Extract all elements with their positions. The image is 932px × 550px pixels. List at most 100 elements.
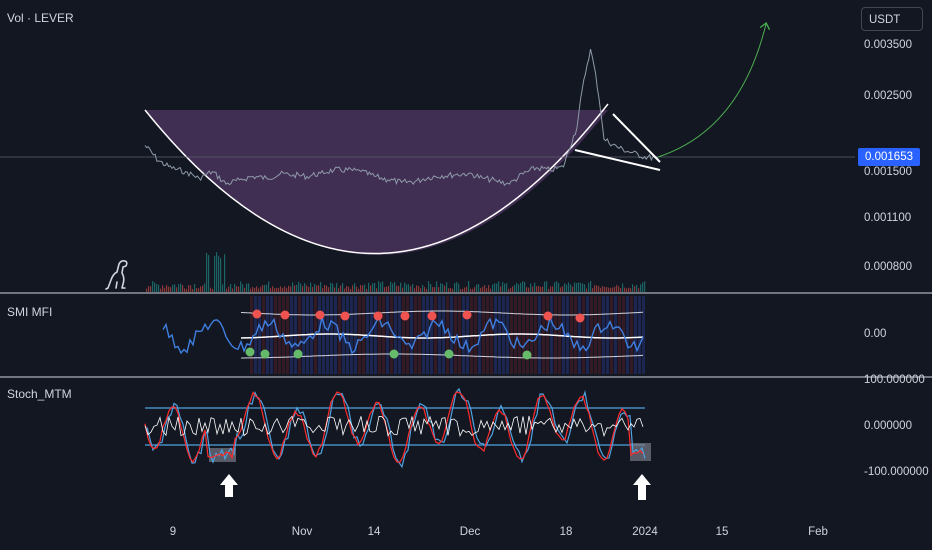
volume-bar [196,288,198,292]
volume-bar [376,288,378,292]
volume-bar [238,286,240,292]
volume-bar [146,288,148,292]
volume-bar [362,285,364,292]
time-axis-label: 15 [715,526,729,538]
volume-bar [332,283,334,292]
volume-bar [508,288,510,292]
price-axis-label: 0.001500 [864,166,912,178]
smi-background-bar [322,296,325,374]
smi-background-bar [374,296,377,374]
volume-bar [420,288,422,292]
smi-background-bar [266,296,269,374]
volume-bar [208,255,210,292]
volume-bar [244,287,246,292]
volume-bar [336,283,338,292]
buy-arrow-icon [633,474,651,500]
smi-signal-dot [389,349,399,359]
volume-bar [246,283,248,292]
volume-bar [230,284,232,292]
smi-background-bar [526,296,529,374]
volume-bar [316,285,318,292]
volume-bar [182,285,184,292]
volume-bar [606,287,608,292]
smi-background-bar [574,296,577,374]
volume-bar [366,288,368,292]
volume-bar [190,285,192,292]
volume-bar [474,287,476,292]
volume-bar [286,288,288,292]
volume-bar [232,288,234,292]
volume-bar [304,283,306,292]
volume-bar [456,282,458,292]
volume-bar [360,285,362,292]
volume-bar [184,288,186,292]
volume-bar [498,281,500,292]
smi-background-bar [618,296,621,374]
volume-bar [576,282,578,292]
volume-bar [476,284,478,292]
smi-background-bar [454,296,457,374]
volume-bar [544,281,546,292]
time-axis-label: Nov [291,526,313,538]
volume-bar [152,281,154,292]
volume-bar [382,281,384,292]
volume-bar [220,258,222,292]
volume-bar [200,286,202,292]
volume-bar [324,285,326,292]
volume-bar [614,286,616,292]
smi-background-bar [466,296,469,374]
currency-button[interactable]: USDT [861,7,923,31]
volume-bar [234,283,236,292]
volume-bar [418,285,420,292]
smi-background-bar [514,296,517,374]
volume-bar [248,283,250,292]
volume-bar [492,284,494,292]
smi-background-bar [442,296,445,374]
volume-bar [500,286,502,292]
volume-bar [364,284,366,292]
volume-bar [532,286,534,292]
volume-bar [632,284,634,292]
volume-bars [146,252,646,292]
volume-bar [198,288,200,292]
smi-background-bar [398,296,401,374]
volume-bar [478,284,480,292]
oversold-highlight [630,443,651,461]
volume-bar [326,285,328,292]
volume-bar [484,285,486,292]
volume-bar [542,286,544,292]
smi-background-bar [434,296,437,374]
volume-bar [590,281,592,292]
volume-bar [180,283,182,292]
volume-bar [302,286,304,292]
stoch-baseline [144,415,644,438]
smi-background-bar [610,296,613,374]
volume-bar [406,284,408,292]
smi-background-bar [470,296,473,374]
breakout-projection-arrow [657,24,766,158]
volume-bar [628,287,630,292]
time-axis-label: Feb [808,526,828,538]
volume-bar [160,288,162,292]
volume-bar [516,282,518,292]
volume-bar [226,288,228,292]
volume-bar [284,286,286,292]
cup-pattern-fill [145,110,608,255]
volume-bar [592,288,594,292]
volume-bar [154,282,156,292]
volume-bar [640,284,642,292]
smi-background-bar [590,296,593,374]
dinosaur-logo-icon [105,260,128,290]
volume-bar [552,286,554,292]
volume-bar [288,285,290,292]
buy-arrow-icon [220,474,238,497]
smi-background-bar [506,296,509,374]
volume-bar [642,282,644,292]
volume-bar [252,287,254,292]
volume-bar [206,252,208,292]
volume-bar [638,288,640,292]
volume-bar [496,283,498,292]
time-axis-label: Dec [459,526,481,538]
volume-bar [242,284,244,292]
